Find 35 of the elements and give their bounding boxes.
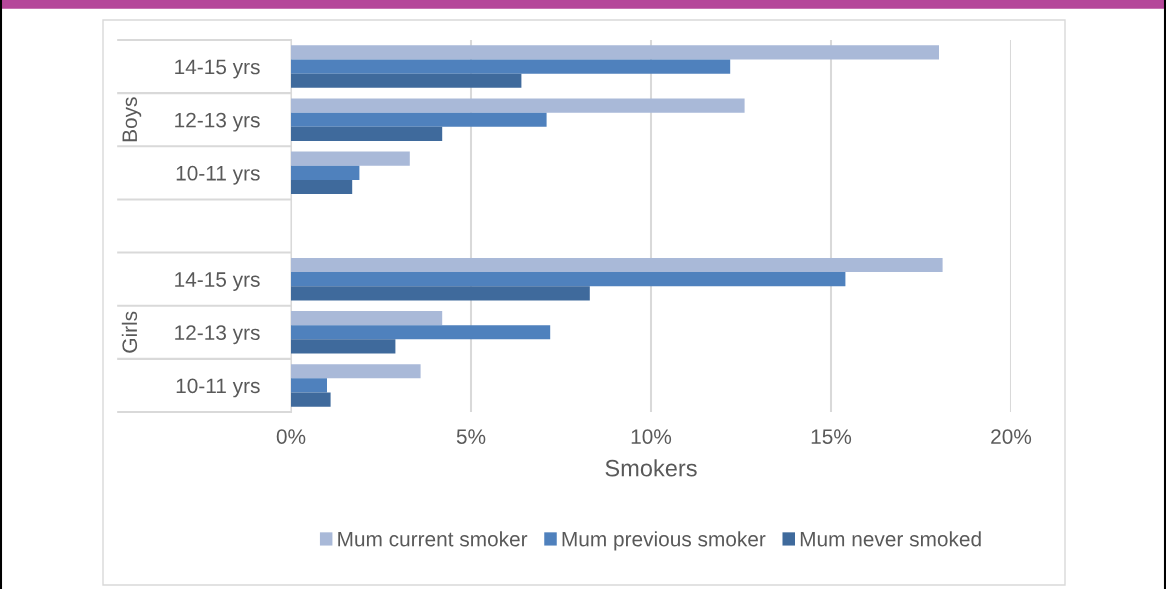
bar xyxy=(291,286,590,301)
legend-label: Mum previous smoker xyxy=(562,531,766,551)
bar xyxy=(291,325,551,340)
bar xyxy=(291,179,353,195)
bar xyxy=(291,364,421,379)
text: Girls xyxy=(121,311,138,353)
bar xyxy=(291,165,360,180)
y-tick-label: 12-13 yrs xyxy=(175,112,260,132)
bar xyxy=(291,272,846,287)
legend-label: Mum never smoked xyxy=(800,531,981,547)
y-tick-label: 12-13 yrs xyxy=(175,325,260,345)
legend-label: Mum current smoker xyxy=(338,531,528,547)
x-tick-label: 10% xyxy=(631,429,672,444)
bar xyxy=(291,59,731,74)
y-tick-label: 10-11 yrs xyxy=(176,378,260,398)
x-tick-label: 20% xyxy=(991,429,1032,444)
x-axis-title: Smokers xyxy=(605,459,697,477)
y-tick-label: 14-15 yrs xyxy=(175,272,260,292)
bar xyxy=(291,339,396,354)
bar xyxy=(291,73,522,88)
bar xyxy=(291,126,443,141)
bar xyxy=(291,45,939,60)
bar xyxy=(291,378,327,393)
bar xyxy=(291,257,943,273)
x-tick-label: 0% xyxy=(276,429,306,444)
bar xyxy=(291,392,331,407)
x-tick-label: 5% xyxy=(456,429,486,444)
bar xyxy=(291,311,443,326)
bar xyxy=(291,98,745,113)
y-tick-label: 14-15 yrs xyxy=(175,59,260,79)
y-tick-label: 10-11 yrs xyxy=(176,165,260,185)
text: Boys xyxy=(122,97,142,142)
bar xyxy=(291,112,547,127)
x-tick-label: 15% xyxy=(811,429,852,444)
bar xyxy=(291,151,410,166)
